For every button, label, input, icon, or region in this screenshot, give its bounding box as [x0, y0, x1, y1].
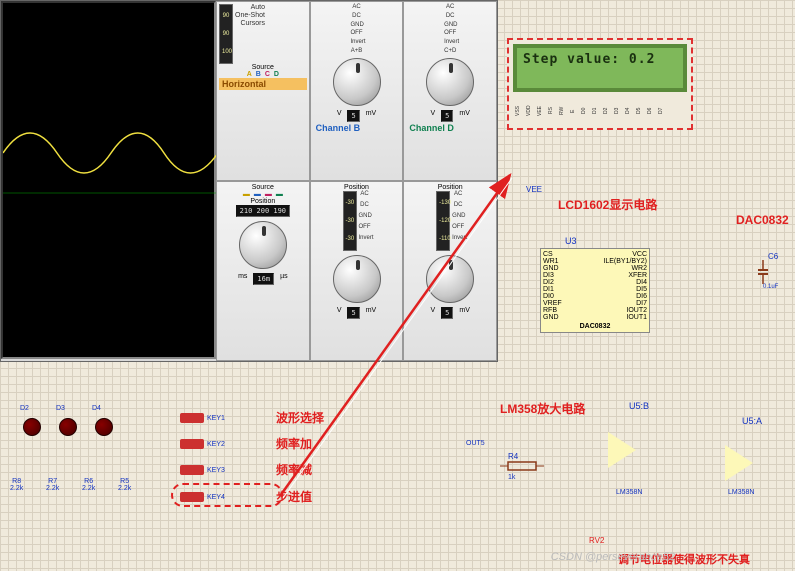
rv2-label: RV2 [589, 536, 604, 545]
opamp-u5b[interactable] [608, 432, 636, 468]
ch-b-modes: AC DC GND OFF Invert [359, 191, 371, 241]
horizontal-header: Horizontal [219, 78, 307, 90]
lcd-circuit-label: LCD1602显示电路 [558, 196, 657, 213]
ch-d-slider[interactable]: -130 -120 -110 [436, 191, 450, 251]
key2-label: 频率加 [276, 435, 312, 452]
r8-label: R82.2k [10, 478, 23, 492]
oscilloscope-screen [1, 1, 216, 359]
dac0832-chip[interactable]: CSVCC WR1ILE(BY1/BY2) GNDWR2 DI3XFER DI2… [540, 248, 650, 333]
ch-a-dial1[interactable] [333, 58, 381, 106]
watermark: CSDN @perseverance52 [551, 551, 675, 563]
led-d2[interactable] [23, 418, 41, 436]
channel-b-panel: Position -30 -30 -30 AC DC GND OFF Inver… [310, 181, 404, 361]
trigger-panel: 90 90 100 Auto One-Shot Cursors Source A… [216, 1, 310, 181]
key1-button[interactable]: KEY1 [180, 410, 230, 426]
waveform-sine [3, 103, 218, 203]
channel-d-header: Channel D [406, 122, 494, 134]
ch-d-modes: AC DC GND OFF Invert [452, 191, 464, 241]
oscilloscope-panel: 90 90 100 Auto One-Shot Cursors Source A… [0, 0, 498, 362]
d4-ref: D4 [92, 405, 101, 412]
vee-label: VEE [526, 185, 542, 194]
lcd-screen: Step value: 0.2 [513, 44, 687, 92]
oneshot-button[interactable]: One-Shot [235, 12, 265, 19]
c6-cap[interactable] [758, 260, 788, 285]
out5-label: OUT5 [466, 440, 485, 447]
dac-label: DAC0832 [736, 213, 789, 227]
lm358n-label: LM358N [616, 489, 642, 496]
cursors-button[interactable]: Cursors [235, 20, 265, 27]
channel-d-panel: Position -130 -120 -110 AC DC GND OFF In… [403, 181, 497, 361]
ch-c-modes: AC DC GND OFF Invert C+D [444, 4, 456, 54]
trigger-slider[interactable]: 90 90 100 [219, 4, 233, 64]
ch-b-slider[interactable]: -30 -30 -30 [343, 191, 357, 251]
d2-ref: D2 [20, 405, 29, 412]
opamp-u5a[interactable] [725, 445, 753, 481]
d3-ref: D3 [56, 405, 65, 412]
lm358-label: LM358放大电路 [500, 400, 585, 417]
oscilloscope-controls: 90 90 100 Auto One-Shot Cursors Source A… [216, 1, 497, 361]
r7-label: R72.2k [46, 478, 59, 492]
horizontal-panel: Source ▬▬▬▬ Position 210 200 190 ms 16m … [216, 181, 310, 361]
source-label: Source [252, 64, 274, 71]
ch-b-dial[interactable] [333, 255, 381, 303]
channel-a-panel: AC DC GND OFF Invert A+B V 5 mV Channel … [310, 1, 404, 181]
key3-button[interactable]: KEY3 [180, 462, 230, 478]
r5-label: R52.2k [118, 478, 131, 492]
horizontal-readout: 210 200 190 [236, 205, 290, 217]
lcd1602-module[interactable]: Step value: 0.2 VSS VDD VEE RS RW E D0 D… [507, 38, 693, 130]
key2-button[interactable]: KEY2 [180, 436, 230, 452]
r4-val: 1k [508, 474, 515, 481]
r6-label: R62.2k [82, 478, 95, 492]
step-highlight-oval [171, 483, 283, 507]
u3-label: U3 [565, 236, 577, 246]
auto-button[interactable]: Auto [235, 4, 265, 11]
horizontal-dial[interactable] [239, 221, 287, 269]
lm358n-label2: LM358N [728, 489, 754, 496]
channel-c-panel: AC DC GND OFF Invert C+D V 5 mV Channel … [403, 1, 497, 181]
r4-resistor[interactable] [500, 460, 544, 472]
key1-label: 波形选择 [276, 409, 324, 426]
key3-label: 频率减 [276, 461, 312, 478]
lcd-pin-labels: VSS VDD VEE RS RW E D0 D1 D2 D3 D4 D5 D6… [515, 100, 668, 122]
u5a-label: U5:A [742, 416, 762, 426]
ch-d-dial[interactable] [426, 255, 474, 303]
ch-c-dial1[interactable] [426, 58, 474, 106]
led-d4[interactable] [95, 418, 113, 436]
u5b-label: U5:B [629, 401, 649, 411]
led-d3[interactable] [59, 418, 77, 436]
channel-b-header: Channel B [313, 122, 401, 134]
ch-a-modes: AC DC GND OFF Invert A+B [351, 4, 363, 54]
